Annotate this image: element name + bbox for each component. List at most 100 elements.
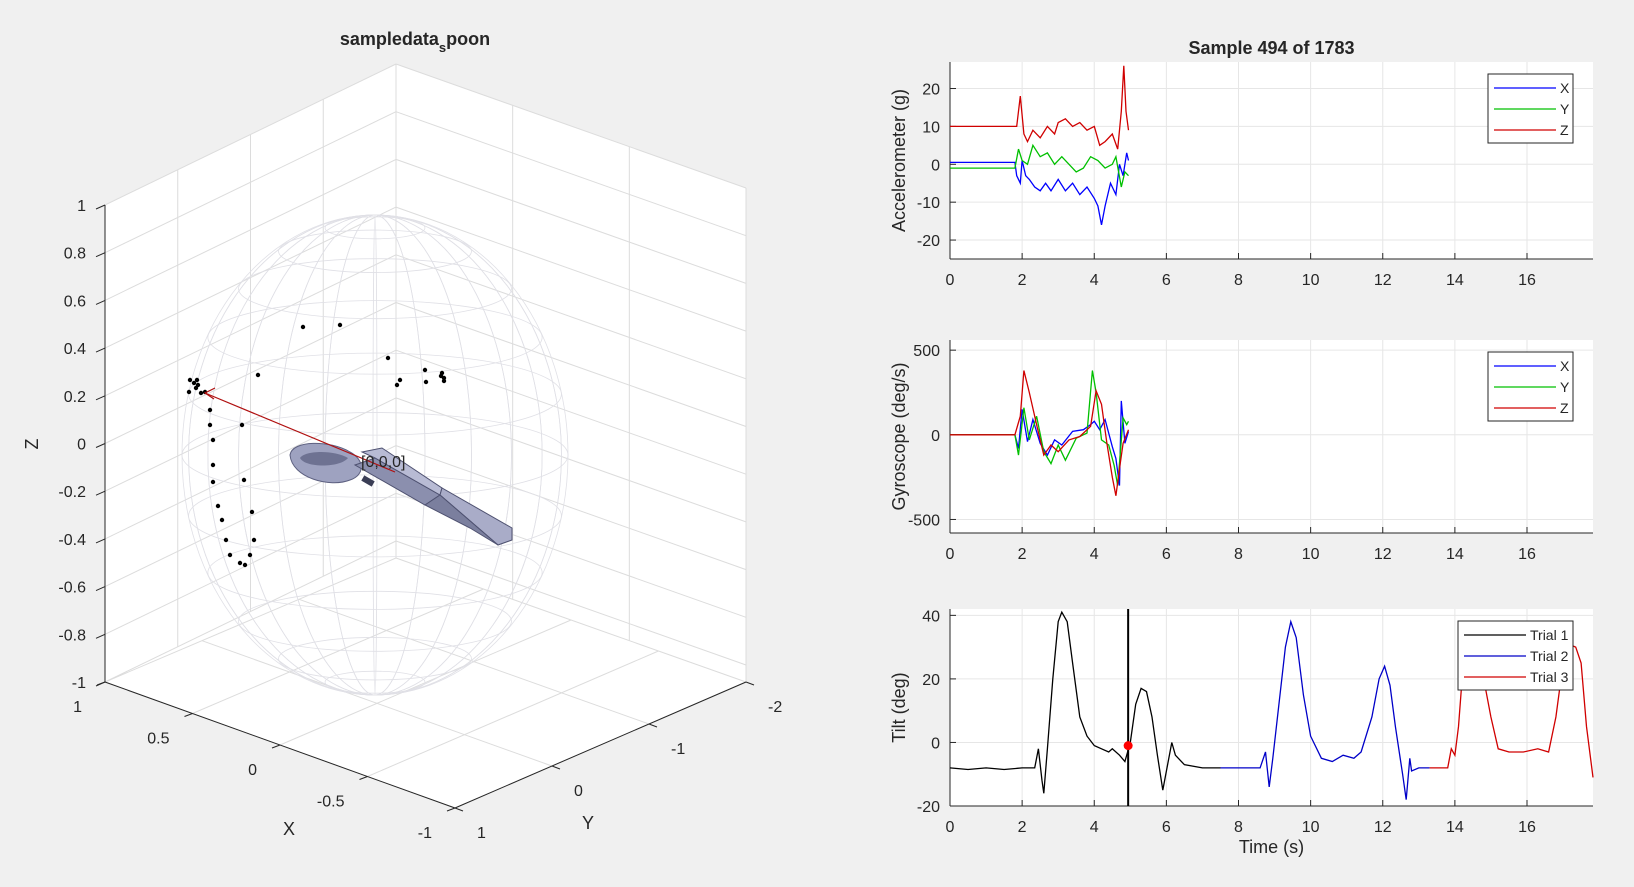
trajectory-point [239, 422, 245, 428]
z-tick-mark [95, 347, 106, 353]
wireframe-sphere [181, 214, 569, 696]
z-tick-mark [95, 204, 106, 210]
y-tick-label: -1 [671, 741, 685, 758]
series-line-z [950, 65, 1130, 150]
y-tick-label: 20 [922, 82, 940, 99]
y-axis-label: Gyroscope (deg/s) [889, 362, 909, 510]
z-tick-label: -0.6 [58, 580, 86, 597]
trajectory-point [194, 377, 200, 383]
z-tick-label: 0.8 [64, 246, 86, 263]
y-axis-label: Y [582, 813, 594, 833]
current-sample-marker [1123, 741, 1133, 751]
z-tick-mark [95, 299, 106, 305]
trajectory-point [394, 382, 400, 388]
series-line-x [950, 400, 1130, 486]
x-tick-label: 10 [1302, 819, 1320, 836]
x-tick-label: 14 [1446, 819, 1464, 836]
x-tick-label: 0 [946, 546, 955, 563]
trajectory-point [186, 389, 192, 395]
x-tick-label: 8 [1234, 272, 1243, 289]
y-tick-mark [648, 723, 658, 728]
z-tick-label: 0.6 [64, 293, 86, 310]
z-tick-mark [95, 586, 106, 592]
x-tick-mark [359, 776, 368, 780]
x-tick-mark [184, 713, 193, 717]
y-tick-mark [551, 765, 561, 770]
y-tick-label: 500 [913, 343, 940, 360]
spoon-model[interactable] [289, 442, 513, 546]
trajectory-point [210, 437, 216, 443]
x-tick-label: 4 [1090, 272, 1099, 289]
legend-label: Y [1560, 379, 1570, 395]
y-axis-label: Accelerometer (g) [889, 89, 909, 232]
trajectory-point [210, 462, 216, 468]
legend-label: Trial 1 [1530, 627, 1569, 643]
z-tick-mark [95, 490, 106, 496]
y-tick-label: -10 [917, 195, 940, 212]
legend-label: Y [1560, 101, 1570, 117]
accelerometer-subplot[interactable]: 0 2 4 6 8 10 12 14 16 20 10 0 -10 -20 Sample 494 of 17… [889, 38, 1593, 289]
x-tick-label: 12 [1374, 819, 1392, 836]
x-tick-label: 10 [1302, 272, 1320, 289]
x-tick-mark [271, 744, 281, 749]
subplot-title: Sample 494 of 1783 [1188, 38, 1354, 58]
y-tick-label: -20 [917, 233, 940, 250]
x-tick-label: 16 [1518, 546, 1536, 563]
spoon-3d-axes[interactable]: 1 0.8 0.6 0.4 0.2 0 -0.2 -0.4 -0.6 -0.8 -1 1 0.5 0 -0.… [22, 29, 782, 842]
y-tick-label: 20 [922, 672, 940, 689]
x-tick-label: 6 [1162, 819, 1171, 836]
x-tick-label: 2 [1018, 819, 1027, 836]
x-tick-label: 10 [1302, 546, 1320, 563]
series-line-y [950, 143, 1129, 188]
origin-label: [0,0,0] [361, 454, 405, 471]
trajectory-point [242, 562, 248, 568]
y-tick-label: 0 [931, 157, 940, 174]
x-axis-label: Time (s) [1239, 837, 1304, 857]
plot-area [950, 62, 1593, 259]
series-line-trial-1 [949, 610, 1221, 794]
x-tick-label: 8 [1234, 819, 1243, 836]
gyroscope-subplot[interactable]: 0 2 4 6 8 10 12 14 16 500 0 -500 Gyroscope (deg/s) XY… [889, 340, 1593, 563]
trajectory-point [195, 382, 201, 388]
y-tick-label: 40 [922, 608, 940, 625]
trajectory-point [241, 477, 247, 483]
trajectory-point [198, 390, 204, 396]
trajectory-point [247, 552, 253, 558]
y-tick-mark [454, 807, 464, 812]
tilt-subplot[interactable]: 0 2 4 6 8 10 12 14 16 40 20 0 -20 Tilt (deg) Time (s) T… [889, 608, 1594, 857]
3d-axes-background [105, 64, 746, 808]
z-tick-mark [95, 252, 106, 258]
z-tick-label: 0.2 [64, 389, 86, 406]
x-tick-label: 6 [1162, 546, 1171, 563]
legend-label: X [1560, 358, 1570, 374]
trajectory-point [438, 373, 444, 379]
x-tick-mark [96, 681, 106, 686]
x-tick-label: 6 [1162, 272, 1171, 289]
3d-ticks: 1 0.8 0.6 0.4 0.2 0 -0.2 -0.4 -0.6 -0.8 -1 1 0.5 0 -0.… [58, 198, 782, 842]
x-tick-label: 2 [1018, 272, 1027, 289]
y-tick-mark [745, 681, 755, 686]
x-tick-label: 1 [73, 699, 82, 716]
3d-plot-title: sampledataspoon [340, 29, 490, 55]
y-tick-label: -500 [908, 512, 940, 529]
x-tick-label: 0 [946, 819, 955, 836]
z-tick-label: 1 [77, 198, 86, 215]
series-line-trial-2 [1220, 619, 1430, 800]
trajectory-point [191, 380, 197, 386]
trajectory-point [249, 509, 255, 515]
y-tick-label: 0 [931, 735, 940, 752]
x-axis-label: X [283, 819, 295, 839]
trajectory-point [237, 560, 243, 566]
y-tick-label: 1 [477, 825, 486, 842]
z-tick-mark [95, 443, 106, 448]
trajectory-point [337, 322, 343, 328]
z-axis-label: Z [22, 439, 42, 450]
legend-label: Z [1560, 122, 1569, 138]
trajectory-point [300, 324, 306, 330]
x-tick-mark [446, 807, 456, 812]
x-tick-label: 14 [1446, 546, 1464, 563]
z-tick-label: -0.4 [58, 532, 86, 549]
x-tick-label: 0 [248, 762, 257, 779]
x-tick-label: 8 [1234, 546, 1243, 563]
